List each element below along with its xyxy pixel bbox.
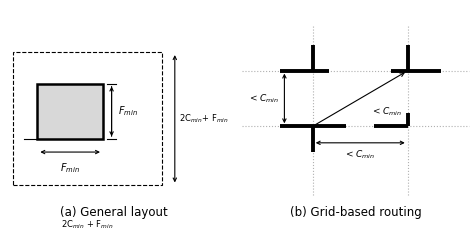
- Bar: [37, 84, 103, 139]
- Text: 2C$_{min}$ + F$_{min}$: 2C$_{min}$ + F$_{min}$: [61, 219, 114, 231]
- Text: 2C$_{min}$+ F$_{min}$: 2C$_{min}$+ F$_{min}$: [179, 113, 229, 125]
- Text: (b) Grid-based routing: (b) Grid-based routing: [290, 206, 421, 219]
- Text: < $C_{min}$: < $C_{min}$: [345, 148, 375, 161]
- Text: (a) General layout: (a) General layout: [60, 206, 168, 219]
- Text: F$_{min}$: F$_{min}$: [60, 161, 80, 175]
- Text: F$_{min}$: F$_{min}$: [118, 105, 138, 118]
- Text: < $C_{min}$: < $C_{min}$: [372, 106, 402, 118]
- Text: < $C_{min}$: < $C_{min}$: [249, 92, 280, 105]
- Bar: [13, 52, 162, 185]
